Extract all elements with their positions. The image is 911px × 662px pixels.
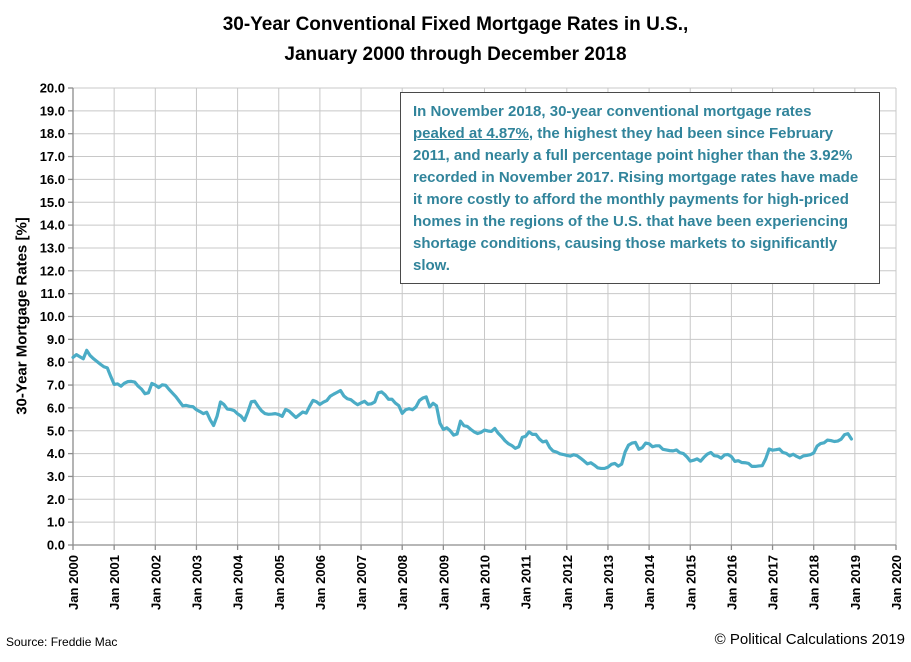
annotation-box: In November 2018, 30-year conventional m… bbox=[400, 92, 880, 284]
chart-title-line2: January 2000 through December 2018 bbox=[284, 44, 627, 65]
x-tick-label: Jan 2009 bbox=[436, 555, 451, 610]
y-tick-label: 5.0 bbox=[47, 423, 65, 438]
y-tick-label: 0.0 bbox=[47, 538, 65, 553]
x-tick-label: Jan 2020 bbox=[889, 555, 904, 610]
x-tick-label: Jan 2010 bbox=[478, 555, 493, 610]
chart-title: 30-Year Conventional Fixed Mortgage Rate… bbox=[0, 10, 911, 70]
y-tick-label: 12.0 bbox=[40, 263, 65, 278]
chart-title-line1: 30-Year Conventional Fixed Mortgage Rate… bbox=[222, 14, 689, 35]
x-tick-label: Jan 2007 bbox=[354, 555, 369, 610]
y-tick-label: 13.0 bbox=[40, 240, 65, 255]
x-tick-label: Jan 2002 bbox=[148, 555, 163, 610]
y-tick-label: 9.0 bbox=[47, 332, 65, 347]
y-tick-label: 8.0 bbox=[47, 355, 65, 370]
y-tick-label: 14.0 bbox=[40, 218, 65, 233]
y-tick-label: 3.0 bbox=[47, 469, 65, 484]
y-tick-label: 19.0 bbox=[40, 103, 65, 118]
y-tick-label: 1.0 bbox=[47, 515, 65, 530]
y-tick-label: 10.0 bbox=[40, 309, 65, 324]
x-tick-label: Jan 2018 bbox=[807, 555, 822, 610]
x-tick-label: Jan 2001 bbox=[107, 555, 122, 610]
x-tick-label: Jan 2000 bbox=[66, 555, 81, 610]
x-tick-label: Jan 2005 bbox=[272, 555, 287, 610]
y-tick-label: 17.0 bbox=[40, 149, 65, 164]
annotation-text-underlined: peaked at 4.87% bbox=[413, 125, 529, 142]
y-tick-label: 6.0 bbox=[47, 400, 65, 415]
x-tick-label: Jan 2011 bbox=[519, 555, 534, 609]
y-tick-label: 4.0 bbox=[47, 446, 65, 461]
y-tick-label: 2.0 bbox=[47, 492, 65, 507]
x-tick-label: Jan 2013 bbox=[601, 555, 616, 610]
annotation-text-lead: In November 2018, 30-year conventional m… bbox=[413, 103, 812, 120]
x-tick-label: Jan 2016 bbox=[724, 555, 739, 610]
copyright-credit: © Political Calculations 2019 bbox=[714, 631, 905, 648]
x-tick-label: Jan 2003 bbox=[189, 555, 204, 610]
mortgage-rate-series-line bbox=[71, 348, 854, 471]
source-credit: Source: Freddie Mac bbox=[6, 635, 118, 649]
x-tick-label: Jan 2017 bbox=[766, 555, 781, 610]
y-tick-label: 20.0 bbox=[40, 81, 65, 96]
x-tick-label: Jan 2014 bbox=[642, 554, 657, 610]
x-tick-label: Jan 2004 bbox=[231, 554, 246, 610]
x-tick-label: Jan 2015 bbox=[683, 555, 698, 610]
y-tick-label: 16.0 bbox=[40, 172, 65, 187]
annotation-text-rest: , the highest they had been since Februa… bbox=[413, 125, 859, 274]
x-tick-label: Jan 2008 bbox=[395, 555, 410, 610]
x-tick-label: Jan 2006 bbox=[313, 555, 328, 610]
y-tick-label: 11.0 bbox=[40, 286, 65, 301]
y-tick-label: 7.0 bbox=[47, 378, 65, 393]
x-tick-label: Jan 2012 bbox=[560, 555, 575, 610]
y-tick-label: 18.0 bbox=[40, 126, 65, 141]
y-tick-label: 15.0 bbox=[40, 195, 65, 210]
x-tick-label: Jan 2019 bbox=[848, 555, 863, 610]
